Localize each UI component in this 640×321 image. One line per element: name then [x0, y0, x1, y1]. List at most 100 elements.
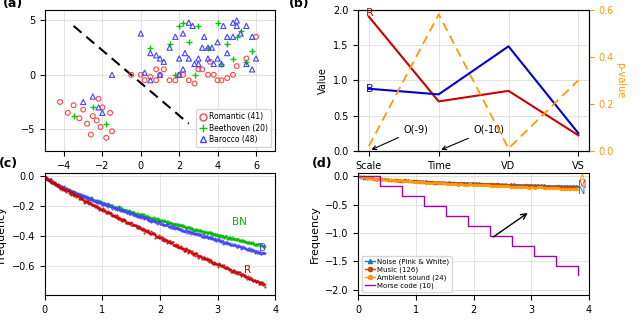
Point	[193, 61, 204, 66]
Point	[93, 105, 104, 110]
Point	[178, 31, 188, 36]
Text: B: B	[365, 84, 373, 94]
Point	[218, 23, 228, 29]
Point	[207, 45, 217, 50]
Point	[107, 72, 117, 77]
Point	[107, 129, 117, 134]
Point	[222, 34, 232, 39]
Point	[126, 72, 136, 77]
Point	[180, 50, 190, 56]
Point	[251, 56, 261, 61]
Point	[241, 59, 252, 64]
Point	[178, 72, 188, 77]
Text: M: M	[579, 179, 587, 189]
Point	[241, 56, 252, 61]
Y-axis label: p-value: p-value	[615, 62, 625, 98]
Y-axis label: Frequency: Frequency	[310, 205, 319, 263]
Point	[105, 110, 115, 116]
Text: BN: BN	[232, 217, 247, 227]
Text: O(-9): O(-9)	[372, 125, 429, 149]
Point	[232, 23, 242, 29]
Point	[155, 72, 165, 77]
Point	[63, 110, 73, 116]
Point	[199, 34, 209, 39]
Y-axis label: Frequency: Frequency	[0, 205, 6, 263]
Point	[189, 72, 200, 77]
Point	[216, 61, 227, 66]
Text: (c): (c)	[0, 157, 18, 170]
Point	[193, 56, 204, 61]
Point	[203, 72, 213, 77]
Point	[55, 100, 65, 105]
Point	[228, 34, 238, 39]
Point	[203, 45, 213, 50]
Point	[159, 67, 169, 72]
Point	[251, 34, 261, 39]
Point	[78, 100, 88, 105]
Point	[101, 135, 111, 140]
Point	[197, 67, 207, 72]
Point	[205, 59, 215, 64]
Point	[212, 20, 223, 25]
Point	[78, 107, 88, 112]
Y-axis label: Value: Value	[317, 67, 328, 94]
Point	[247, 34, 257, 39]
Point	[74, 116, 84, 121]
Point	[184, 56, 194, 61]
Text: A: A	[579, 174, 585, 184]
Point	[151, 67, 161, 72]
Point	[174, 56, 184, 61]
Point	[247, 67, 257, 72]
Point	[93, 96, 104, 101]
Point	[236, 31, 246, 36]
Point	[209, 61, 219, 66]
Point	[228, 56, 238, 61]
Point	[232, 34, 242, 39]
Point	[145, 45, 156, 50]
Point	[222, 50, 232, 56]
Point	[232, 64, 242, 69]
Point	[159, 59, 169, 64]
Point	[174, 72, 184, 77]
Point	[216, 78, 227, 83]
Point	[136, 72, 146, 77]
Text: (b): (b)	[289, 0, 310, 10]
Point	[136, 31, 146, 36]
Point	[241, 61, 252, 66]
Point	[140, 78, 150, 83]
Text: (d): (d)	[312, 157, 333, 170]
Point	[88, 114, 98, 119]
Point	[197, 45, 207, 50]
Point	[101, 121, 111, 126]
Point	[164, 78, 175, 83]
Text: O(-10): O(-10)	[442, 125, 504, 150]
Point	[97, 110, 108, 116]
Point	[184, 40, 194, 45]
Point	[212, 78, 223, 83]
Point	[174, 23, 184, 29]
Point	[88, 105, 98, 110]
Text: N: N	[579, 186, 586, 196]
Point	[228, 72, 238, 77]
Point	[212, 56, 223, 61]
Legend: Romantic (41), Beethoven (20), Barocco (48): Romantic (41), Beethoven (20), Barocco (…	[196, 109, 271, 147]
Point	[155, 56, 165, 61]
Point	[170, 78, 180, 83]
Point	[216, 61, 227, 66]
Point	[189, 61, 200, 66]
Point	[247, 48, 257, 54]
Point	[193, 23, 204, 29]
Point	[184, 78, 194, 83]
Point	[222, 42, 232, 47]
Point	[212, 40, 223, 45]
Point	[241, 23, 252, 29]
Point	[232, 18, 242, 23]
Text: R: R	[365, 8, 373, 18]
Point	[145, 74, 156, 80]
Point	[193, 67, 204, 72]
Text: R: R	[244, 265, 251, 275]
Point	[97, 105, 108, 110]
Point	[188, 23, 198, 29]
Point	[170, 72, 180, 77]
Point	[68, 103, 79, 108]
